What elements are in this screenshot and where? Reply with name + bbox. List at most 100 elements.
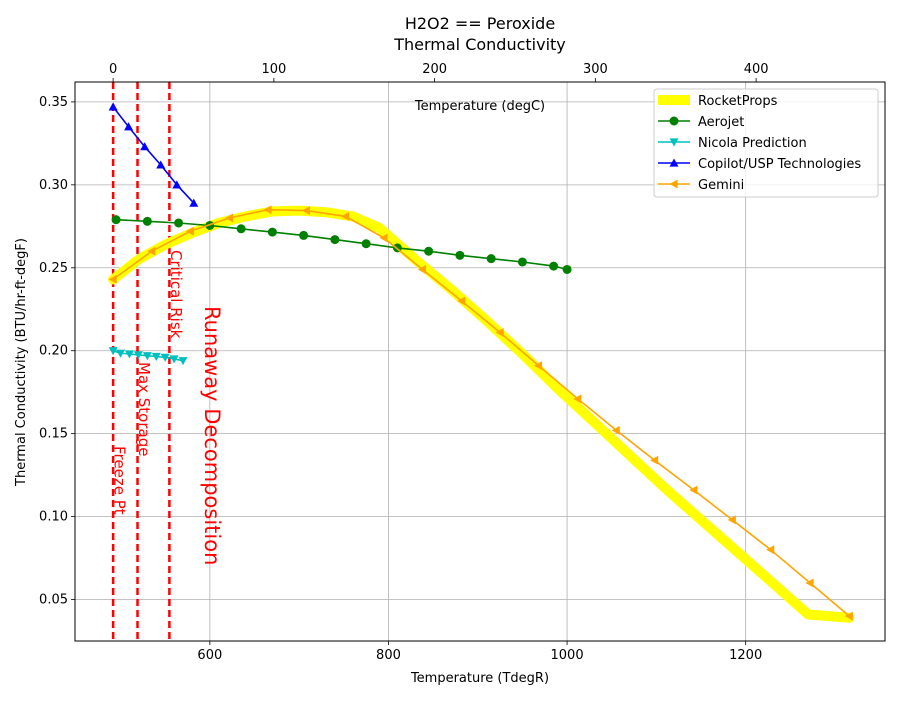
data-point: [108, 347, 118, 356]
data-point: [178, 357, 188, 366]
data-point: [147, 246, 156, 256]
data-point: [142, 352, 152, 361]
data-point: [330, 235, 340, 245]
x2-tick-label: 0: [109, 62, 117, 77]
data-point: [650, 455, 659, 465]
data-point: [236, 224, 246, 234]
data-point: [142, 216, 152, 226]
data-point: [299, 230, 309, 240]
series-nicola-prediction: [108, 347, 188, 366]
data-point: [457, 296, 466, 306]
data-point: [669, 179, 678, 189]
y-tick-label: 0.05: [39, 593, 68, 608]
data-point: [533, 361, 543, 371]
legend-label: Nicola Prediction: [698, 136, 807, 151]
x-tick-label: 600: [197, 648, 222, 663]
x2-tick-label: 100: [261, 62, 286, 77]
series-aerojet: [111, 215, 572, 274]
legend-label: Gemini: [698, 178, 744, 193]
data-point: [573, 394, 582, 404]
data-point: [189, 198, 199, 207]
data-point: [160, 353, 170, 362]
data-point: [108, 102, 118, 111]
x2-tick-label: 300: [583, 62, 608, 77]
data-point: [486, 254, 496, 264]
legend-box: [653, 88, 879, 198]
data-point: [689, 485, 698, 495]
y-axis-label: Thermal Conductivity (BTU/hr-ft-degF): [14, 238, 29, 487]
vline-label: Critical Risk: [167, 250, 185, 339]
x-tick-label: 800: [376, 648, 401, 663]
data-point: [727, 515, 736, 525]
series-line: [108, 205, 855, 623]
data-point: [185, 226, 194, 236]
x2-tick-label: 200: [422, 62, 447, 77]
data-point: [669, 138, 679, 147]
series-line: [112, 208, 851, 617]
data-point: [172, 180, 182, 189]
y-tick-label: 0.15: [39, 427, 68, 442]
chart-title: H2O2 == Peroxide: [405, 14, 555, 33]
series-rocketprops: [108, 205, 855, 623]
data-point: [417, 264, 426, 274]
legend-label: Aerojet: [698, 115, 744, 130]
data-point: [133, 351, 143, 360]
data-point: [495, 327, 504, 337]
data-point: [455, 250, 465, 260]
y-tick-label: 0.20: [39, 344, 68, 359]
legend-label: RocketProps: [698, 94, 778, 109]
data-point: [169, 355, 179, 364]
data-point: [156, 160, 166, 169]
data-point: [124, 350, 134, 359]
chart-subtitle: Thermal Conductivity: [393, 35, 566, 54]
x-tick-label: 1000: [551, 648, 584, 663]
legend-entry: Gemini: [658, 178, 744, 193]
x-tick-label: 1200: [729, 648, 762, 663]
data-point: [224, 213, 234, 223]
y-tick-label: 0.35: [39, 95, 68, 110]
data-point: [549, 261, 559, 271]
data-point: [805, 578, 814, 588]
data-point: [562, 264, 572, 274]
vline-label: Runaway Decomposition: [200, 306, 224, 565]
data-point: [517, 257, 527, 267]
x2-tick-label: 400: [744, 62, 769, 77]
data-point: [301, 206, 310, 216]
data-point: [361, 239, 371, 249]
vline-label: Max Storage: [135, 362, 153, 456]
legend-entry: Nicola Prediction: [658, 136, 807, 151]
legend-label: Copilot/USP Technologies: [698, 157, 861, 172]
y-tick-label: 0.30: [39, 178, 68, 193]
data-point: [844, 611, 853, 621]
data-point: [611, 425, 620, 435]
vline-layer: Freeze Pt Max Storage Critical Risk Runaway…: [111, 82, 224, 641]
y-tick-label: 0.10: [39, 510, 68, 525]
legend-entry: Aerojet: [658, 115, 744, 130]
legend: RocketProps Aerojet Nicola Prediction Copil…: [653, 88, 879, 198]
data-point: [267, 227, 277, 237]
legend-entry: RocketProps: [658, 94, 778, 109]
data-point: [111, 215, 121, 225]
series-layer: [108, 102, 855, 623]
x-axis-label: Temperature (TdegR): [410, 671, 549, 686]
y-tick-label: 0.25: [39, 261, 68, 276]
series-gemini: [108, 205, 853, 621]
data-point: [379, 233, 388, 243]
x2-axis-label: Temperature (degC): [414, 99, 545, 114]
plot-frame: [74, 81, 886, 642]
data-point: [766, 545, 775, 555]
data-point: [174, 218, 184, 228]
data-point: [424, 246, 434, 256]
series-copilot-usp-technologies: [108, 102, 199, 207]
vline-label: Freeze Pt: [111, 446, 129, 515]
data-point: [263, 205, 272, 215]
data-point: [124, 122, 134, 131]
tick-layer: 600 800 1000 12000.050.100.150.200.250.300.…: [39, 62, 768, 663]
data-point: [116, 349, 126, 358]
legend-entry: Copilot/USP Technologies: [658, 157, 861, 172]
data-point: [341, 211, 350, 221]
data-point: [669, 116, 679, 126]
data-point: [140, 142, 150, 151]
